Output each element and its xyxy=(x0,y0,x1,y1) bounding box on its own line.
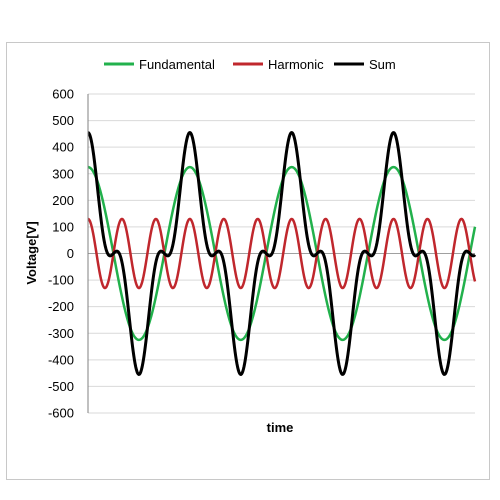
series-harmonic-line xyxy=(87,217,477,290)
y-tick-label: 300 xyxy=(52,166,74,181)
y-tick-label: 200 xyxy=(52,193,74,208)
y-tick-label: 100 xyxy=(52,219,74,234)
legend-label-sum: Sum xyxy=(369,57,396,72)
x-axis-title: time xyxy=(267,420,294,435)
legend-label-harmonic: Harmonic xyxy=(268,57,324,72)
y-axis-title: Voltage[V] xyxy=(24,221,39,284)
y-tick-label: -600 xyxy=(48,406,74,421)
y-tick-label: -100 xyxy=(48,273,74,288)
y-tick-label: -300 xyxy=(48,326,74,341)
series-sum-line xyxy=(87,131,477,376)
y-tick-label: 400 xyxy=(52,140,74,155)
legend: Fundamental Harmonic Sum xyxy=(104,57,396,72)
y-tick-label: -400 xyxy=(48,352,74,367)
y-tick-label: 0 xyxy=(67,246,74,261)
y-tick-label: -500 xyxy=(48,379,74,394)
y-tick-label: 500 xyxy=(52,113,74,128)
y-tick-label: 600 xyxy=(52,87,74,102)
legend-label-fundamental: Fundamental xyxy=(139,57,215,72)
y-tick-label: -200 xyxy=(48,299,74,314)
y-tick-labels: 600 500 400 300 200 100 0 -100 -200 -300 -400 -500 -… xyxy=(48,87,74,421)
series-lines xyxy=(87,131,477,376)
